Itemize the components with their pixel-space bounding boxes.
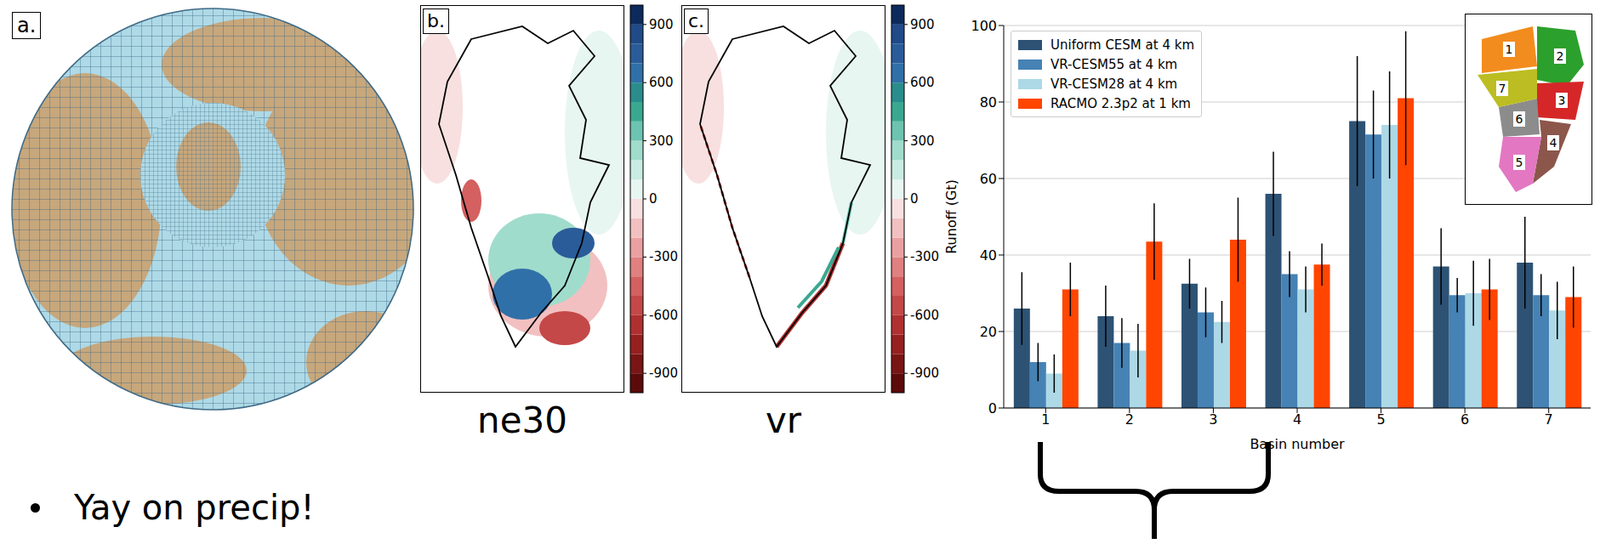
html-text:ne30: ne30 (477, 399, 568, 442)
svg-text:6: 6 (1460, 411, 1470, 428)
svg-text:1: 1 (1505, 42, 1514, 57)
svg-text:40: 40 (979, 247, 997, 264)
svg-text:5: 5 (1515, 155, 1524, 170)
svg-text:-300: -300 (649, 249, 678, 265)
svg-text:80: 80 (979, 94, 997, 111)
svg-text:-600: -600 (649, 307, 678, 324)
svg-text:-900: -900 (649, 365, 678, 382)
svg-text:600: 600 (649, 74, 674, 91)
svg-text:5: 5 (1376, 411, 1385, 428)
svg-text:6: 6 (1515, 112, 1524, 126)
svg-text:-900: -900 (910, 365, 940, 382)
svg-text:7: 7 (1498, 81, 1507, 96)
svg-text:3: 3 (1558, 93, 1566, 108)
svg-text:-300: -300 (910, 249, 940, 265)
svg-text:Basin number: Basin number (1249, 436, 1345, 453)
svg-text:1: 1 (1041, 411, 1050, 428)
html-text:c.: c. (688, 10, 705, 32)
html-text:VR-CESM28 at 4 km: VR-CESM28 at 4 km (1050, 76, 1178, 92)
svg-text:Runoff (Gt): Runoff (Gt) (943, 179, 960, 255)
html-text:a.: a. (17, 13, 36, 38)
svg-text:900: 900 (910, 17, 935, 33)
svg-text:100: 100 (970, 17, 997, 35)
svg-text:4: 4 (1549, 136, 1558, 150)
html-text:Uniform CESM at 4 km: Uniform CESM at 4 km (1050, 37, 1195, 53)
svg-text:300: 300 (910, 133, 935, 149)
html-text:b.: b. (427, 10, 445, 32)
svg-text:7: 7 (1544, 411, 1554, 428)
svg-text:-600: -600 (910, 307, 940, 324)
svg-text:0: 0 (649, 191, 658, 207)
svg-text:900: 900 (649, 17, 674, 33)
svg-text:20: 20 (979, 324, 997, 341)
svg-text:60: 60 (979, 170, 997, 188)
svg-text:4: 4 (1292, 411, 1302, 428)
svg-text:2: 2 (1125, 411, 1134, 428)
svg-text:300: 300 (649, 133, 674, 149)
html-text:Yay on precip!: Yay on precip! (74, 488, 315, 528)
svg-text:0: 0 (988, 400, 997, 417)
html-text:VR-CESM55 at 4 km: VR-CESM55 at 4 km (1050, 56, 1178, 72)
html-text:vr: vr (765, 399, 802, 442)
svg-text:0: 0 (910, 191, 919, 207)
svg-text:2: 2 (1556, 49, 1565, 63)
svg-text:3: 3 (1208, 411, 1218, 428)
svg-text:600: 600 (910, 74, 935, 91)
html-text:RACMO 2.3p2 at 1 km: RACMO 2.3p2 at 1 km (1050, 95, 1191, 112)
